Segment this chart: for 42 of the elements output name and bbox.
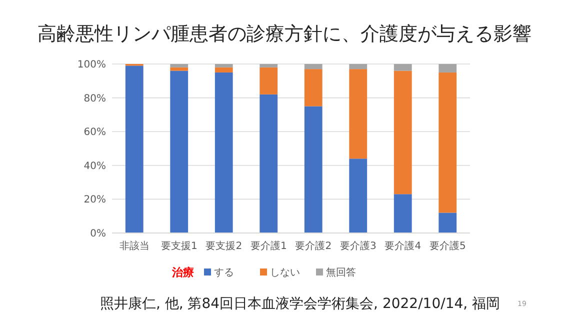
bar	[304, 69, 322, 106]
bar	[394, 70, 412, 194]
bar	[438, 64, 457, 72]
bar	[170, 67, 188, 71]
bar	[260, 94, 278, 233]
chart-title: 高齢悪性リンパ腫患者の診療方針に、介護度が与える影響	[38, 23, 532, 45]
y-tick-label: 40%	[84, 160, 106, 172]
bar	[170, 64, 188, 68]
bar	[349, 64, 368, 70]
bar	[304, 64, 322, 70]
y-tick-label: 100%	[77, 60, 106, 70]
bar	[170, 70, 188, 233]
bar	[349, 69, 368, 159]
text: 照井康仁, 他, 第84回日本血液学会学術集会, 2022/10/14, 福岡	[100, 296, 500, 312]
bar	[349, 158, 368, 233]
x-tick-label: 要介護2	[295, 240, 332, 252]
x-tick-label: 要介護1	[250, 240, 287, 252]
legend-title: 治療	[171, 266, 194, 279]
x-tick-label: 要介護3	[340, 240, 376, 252]
bar	[125, 66, 144, 233]
y-tick-label: 60%	[84, 127, 106, 138]
bar	[214, 72, 233, 233]
bar	[438, 212, 457, 233]
x-tick-label: 非該当	[119, 240, 150, 252]
bar	[304, 106, 322, 233]
x-tick-label: 要介護4	[384, 240, 422, 252]
bar	[394, 64, 412, 71]
legend-label: する	[214, 268, 234, 278]
bar	[214, 67, 233, 72]
bar	[394, 194, 412, 233]
legend-label: しない	[270, 268, 300, 278]
bar	[260, 67, 278, 94]
x-tick-label: 要支援2	[206, 240, 242, 252]
bar	[214, 64, 233, 68]
legend-label: 無回答	[326, 266, 356, 278]
bar	[260, 64, 278, 68]
y-tick-label: 20%	[84, 194, 106, 206]
bar	[438, 72, 457, 213]
y-tick-label: 0%	[90, 228, 106, 240]
x-tick-label: 要支援1	[160, 240, 198, 252]
y-tick-label: 80%	[84, 93, 106, 104]
x-tick-label: 要介護5	[429, 240, 466, 252]
